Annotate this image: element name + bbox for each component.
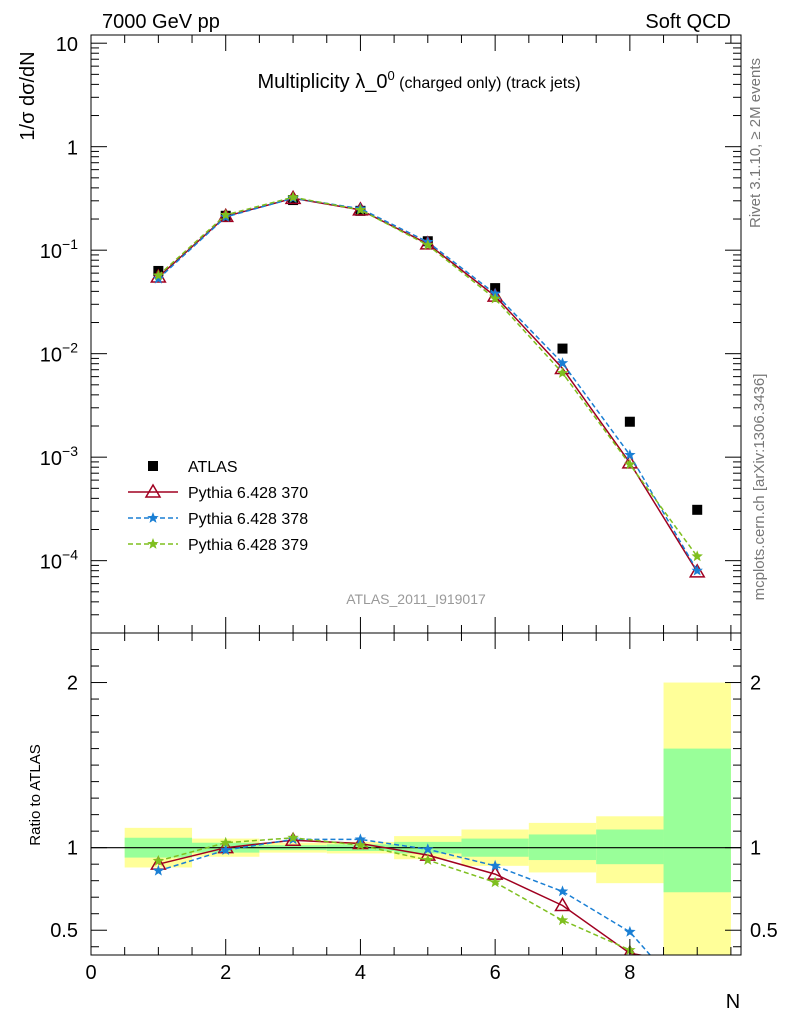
analysis-watermark: ATLAS_2011_I919017 [346, 591, 486, 607]
legend-item: Pythia 6.428 378 [128, 511, 308, 528]
mc-point [624, 449, 636, 460]
ratio-point [352, 835, 369, 850]
ratio-point [422, 843, 434, 855]
data-point [557, 343, 568, 354]
legend-label: Pythia 6.428 378 [188, 511, 308, 528]
mc-point [220, 208, 232, 220]
legend-marker [147, 538, 159, 549]
legend-item: ATLAS [148, 459, 238, 476]
main-series [150, 189, 706, 578]
legend: ATLAS Pythia 6.428 370 Pythia 6.428 378 Pyt… [128, 459, 308, 554]
plot-frame [90, 34, 742, 634]
legend-label: Pythia 6.428 370 [188, 485, 308, 502]
mc-point [621, 454, 639, 469]
ratio-point [624, 925, 636, 937]
ratio-y-tick-label: 2 [67, 673, 78, 695]
ratio-point [220, 836, 232, 848]
ratio-point [489, 859, 501, 871]
data-point [692, 504, 703, 515]
main-axes: 10 1 10−1 10−2 10−3 10−4 [40, 34, 742, 634]
ratio-point [422, 854, 434, 865]
y-tick-label: 10−2 [40, 340, 78, 367]
ratio-y-tick-label: 1 [67, 838, 78, 860]
legend-marker [148, 461, 158, 471]
ratio-y-tick-label-right: 1 [750, 838, 761, 860]
x-tick-label: 2 [220, 962, 231, 984]
y-tick-label: 1 [67, 138, 78, 160]
chart-title: Multiplicity λ_00 (charged only) (track … [257, 68, 580, 93]
mc-point [556, 367, 569, 378]
header-left: 7000 GeV pp [102, 11, 220, 33]
mc-point [422, 239, 434, 250]
mc-point [688, 563, 706, 578]
legend-label: Pythia 6.428 379 [188, 537, 308, 554]
mc-point [691, 564, 703, 576]
ratio-bands [91, 682, 741, 955]
ratio-point [556, 914, 569, 926]
mc-point [152, 269, 165, 281]
legend-marker [144, 483, 162, 498]
ratio-y-tick-label-right: 0.5 [750, 920, 778, 942]
ratio-point [287, 831, 299, 843]
ratio-point [220, 844, 232, 855]
ratio-point [489, 876, 501, 888]
x-tick-label: 6 [490, 962, 501, 984]
ratio-point [354, 833, 367, 845]
mc-point [489, 292, 501, 304]
mc-point [152, 272, 165, 284]
title-main: Multiplicity λ_0 [257, 71, 387, 93]
main-ylabel: 1/σ dσ/dN [17, 51, 39, 140]
ratio-point [556, 885, 569, 897]
header-right: Soft QCD [645, 11, 731, 33]
y-tick-label: 10−1 [40, 236, 78, 263]
x-tick-label: 4 [355, 962, 366, 984]
green-band [596, 829, 664, 865]
series-line [157, 196, 698, 557]
ratio-axes: 0.5 0.5 1 1 2 2 0 2 4 6 8 [50, 632, 778, 984]
plot-frame [90, 632, 742, 956]
y-tick-label: 10 [56, 34, 78, 56]
legend-label: ATLAS [188, 459, 238, 476]
mc-point [691, 550, 703, 562]
mc-point [624, 458, 636, 470]
legend-marker [147, 512, 159, 523]
legend-item: Pythia 6.428 379 [128, 537, 308, 554]
data-point [624, 416, 635, 427]
green-band [663, 748, 731, 893]
ratio-point [152, 854, 165, 866]
title-sub: (charged only) (track jets) [395, 75, 581, 92]
mc-point [354, 203, 367, 215]
ratio-series [150, 831, 651, 955]
ratio-xlabel: N [726, 991, 740, 1013]
title-sup: 0 [387, 68, 394, 83]
ratio-y-tick-label: 0.5 [50, 920, 78, 942]
ratio-point [354, 839, 367, 850]
rivet-label: Rivet 3.1.10, ≥ 2M events [747, 58, 764, 228]
ratio-point [152, 864, 165, 876]
mc-point [287, 191, 299, 203]
legend-item: Pythia 6.428 370 [128, 483, 308, 502]
mcplots-label: mcplots.cern.ch [arXiv:1306.3436] [751, 374, 768, 601]
x-tick-label: 8 [624, 962, 635, 984]
y-tick-label: 10−4 [40, 547, 78, 574]
x-tick-label: 0 [85, 962, 96, 984]
ratio-y-tick-label-right: 2 [750, 673, 761, 695]
ratio-point [554, 896, 571, 912]
ratio-ylabel: Ratio to ATLAS [27, 744, 44, 845]
series-group [152, 191, 703, 562]
mc-point [556, 357, 569, 368]
y-tick-label: 10−3 [40, 443, 78, 470]
